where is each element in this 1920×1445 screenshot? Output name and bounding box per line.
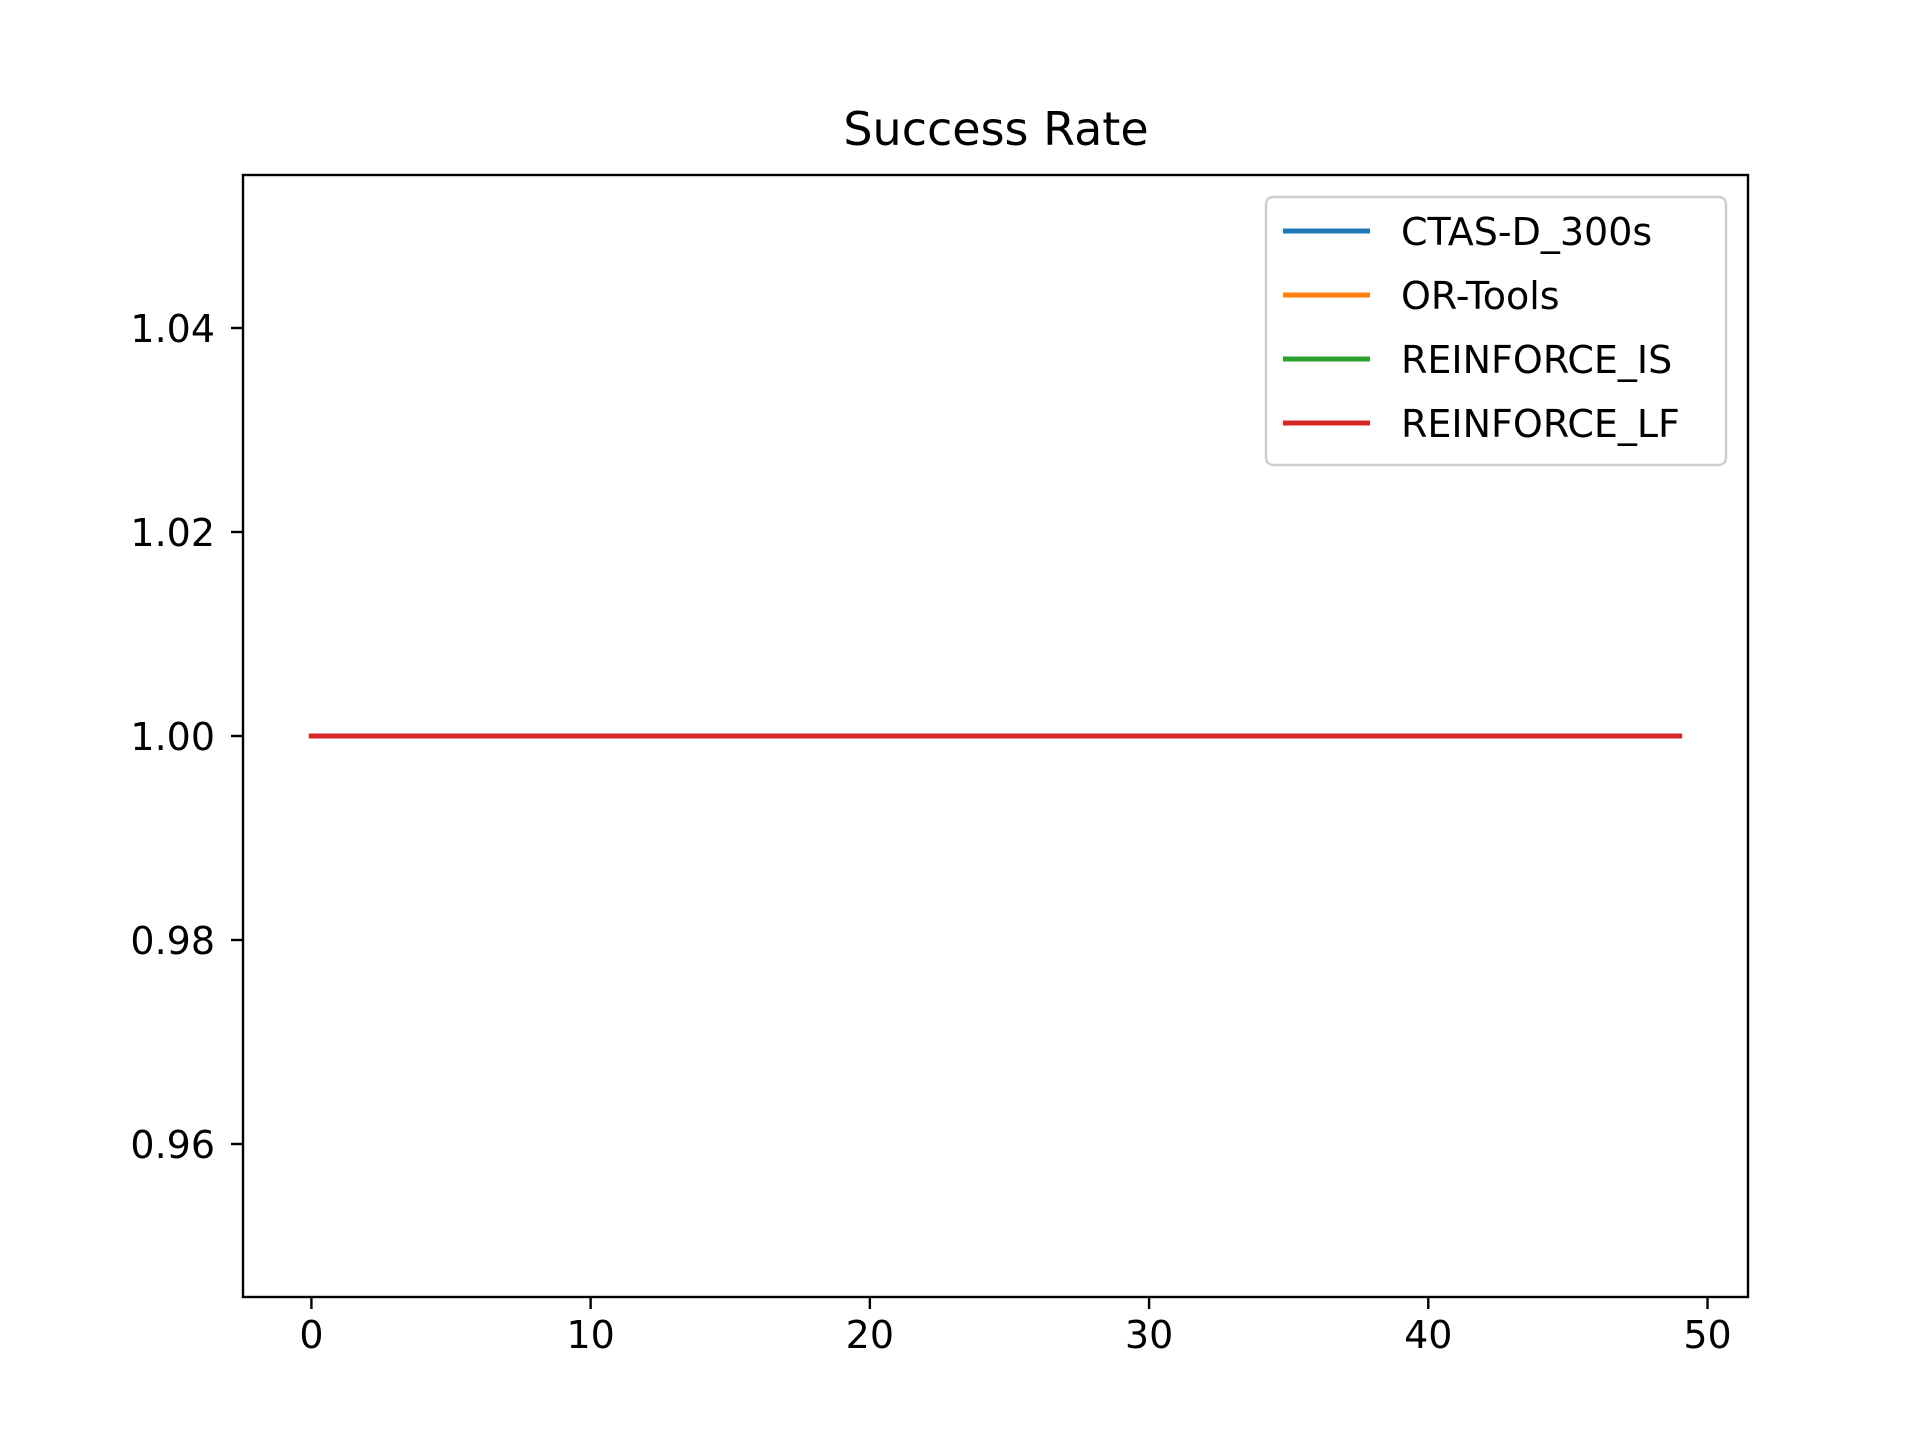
chart-title: Success Rate <box>843 102 1148 156</box>
y-tick-label: 0.96 <box>130 1123 215 1167</box>
x-tick-label: 20 <box>846 1313 894 1357</box>
y-tick-label: 0.98 <box>130 919 215 963</box>
x-tick-label: 40 <box>1404 1313 1452 1357</box>
y-tick-label: 1.04 <box>130 307 215 351</box>
legend-label: OR-Tools <box>1401 274 1560 318</box>
y-axis: 0.96 0.98 1.00 1.02 1.04 <box>130 307 243 1167</box>
legend-label: REINFORCE_LF <box>1401 402 1680 446</box>
x-tick-label: 0 <box>299 1313 323 1357</box>
x-tick-label: 30 <box>1125 1313 1173 1357</box>
legend-label: REINFORCE_IS <box>1401 338 1672 382</box>
legend-label: CTAS-D_300s <box>1401 210 1652 254</box>
legend-frame <box>1264 195 1728 467</box>
x-tick-label: 10 <box>566 1313 614 1357</box>
y-tick-label: 1.00 <box>130 715 215 759</box>
x-tick-label: 50 <box>1683 1313 1731 1357</box>
x-axis: 0 10 20 30 40 50 <box>299 1297 1732 1357</box>
legend: CTAS-D_300s OR-Tools REINFORCE_IS REINFORCE… <box>1264 195 1728 467</box>
y-tick-label: 1.02 <box>130 511 215 555</box>
